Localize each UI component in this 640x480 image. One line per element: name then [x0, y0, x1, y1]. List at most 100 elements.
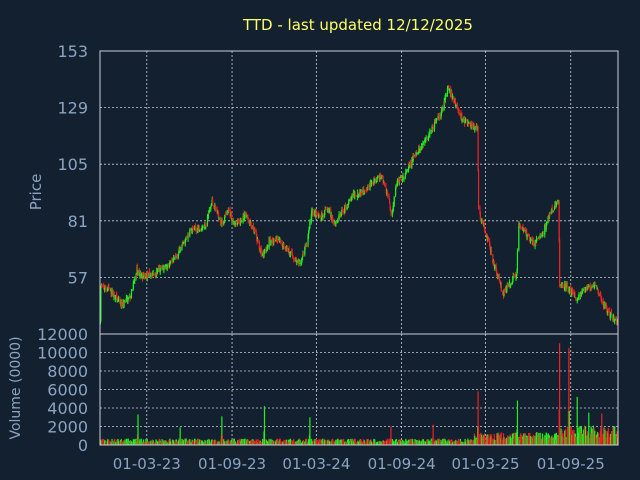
- price-candles: [99, 84, 619, 326]
- candle-body: [471, 121, 473, 128]
- volume-bar: [142, 439, 145, 445]
- candle-body: [495, 265, 497, 269]
- candle-body: [451, 91, 453, 97]
- volume-bar: [231, 440, 233, 445]
- volume-bar: [192, 440, 194, 445]
- candle-body: [210, 206, 212, 211]
- volume-bar: [610, 431, 613, 445]
- volume-bar: [189, 439, 191, 445]
- candle-body: [500, 283, 502, 291]
- candle-body: [435, 118, 437, 124]
- candle-body: [413, 154, 415, 157]
- volume-bar: [588, 412, 590, 445]
- candle-body: [204, 222, 206, 229]
- candle-body: [306, 244, 308, 245]
- candle-body: [205, 224, 207, 226]
- candle-body: [304, 247, 306, 255]
- candle-body: [136, 274, 138, 276]
- volume-bar: [533, 434, 535, 445]
- candle-body: [382, 175, 384, 183]
- candle-body: [224, 216, 226, 221]
- volume-bar: [218, 441, 220, 445]
- candle-body: [354, 194, 356, 196]
- volume-bar: [114, 441, 116, 445]
- candle-body: [546, 221, 548, 226]
- candle-body: [201, 226, 203, 230]
- volume-bar: [315, 438, 317, 445]
- candle-body: [537, 238, 539, 240]
- candle-body: [432, 127, 434, 130]
- volume-bar: [578, 426, 580, 445]
- candle-body: [160, 266, 162, 268]
- volume-bar: [507, 435, 509, 445]
- candle-body: [291, 251, 293, 256]
- candle-body: [390, 211, 392, 214]
- candle-body: [281, 241, 283, 244]
- volume-bar: [493, 433, 495, 445]
- candle-body: [555, 201, 557, 206]
- candle-body: [156, 269, 159, 273]
- candle-body: [518, 224, 520, 250]
- candle-body: [312, 209, 314, 216]
- volume-bar: [464, 441, 467, 445]
- candle-body: [202, 227, 204, 228]
- volume-bar: [169, 441, 172, 445]
- volume-bar: [373, 438, 375, 445]
- volume-bar: [341, 439, 343, 445]
- candle-body: [111, 290, 113, 294]
- volume-tick-label: 6000: [47, 381, 88, 400]
- volume-bar: [186, 441, 188, 445]
- candle-body: [318, 213, 320, 217]
- candle-body: [594, 283, 596, 285]
- candle-body: [348, 199, 350, 204]
- volume-bar: [361, 440, 363, 445]
- candle-body: [186, 237, 188, 239]
- volume-bar: [302, 440, 305, 445]
- candle-body: [140, 273, 142, 278]
- candle-body: [578, 294, 580, 298]
- volume-bar: [481, 434, 483, 445]
- volume-bar: [422, 439, 425, 445]
- volume-bar: [184, 438, 186, 445]
- candle-body: [550, 210, 552, 214]
- candle-body: [409, 162, 412, 168]
- volume-bar: [117, 440, 120, 445]
- candle-body: [110, 288, 112, 295]
- candle-body: [227, 213, 229, 215]
- volume-bar: [500, 432, 502, 445]
- volume-bar: [448, 440, 450, 445]
- candle-body: [153, 272, 155, 274]
- candle-body: [395, 184, 397, 188]
- volume-bar: [353, 438, 355, 445]
- candle-body: [224, 214, 227, 216]
- candle-body: [406, 169, 408, 172]
- candle-body: [143, 275, 146, 279]
- candle-body: [454, 99, 456, 106]
- volume-bar: [480, 432, 482, 445]
- candle-body: [189, 230, 191, 236]
- volume-bar: [127, 438, 129, 445]
- volume-bar: [215, 440, 217, 445]
- volume-bar: [490, 434, 493, 445]
- candle-body: [121, 301, 123, 308]
- candle-body: [272, 237, 274, 245]
- candle-body: [609, 310, 611, 317]
- candle-body: [388, 198, 391, 204]
- volume-axis-label: Volume (0000): [8, 336, 24, 439]
- candle-body: [148, 272, 150, 277]
- volume-bar: [380, 441, 382, 445]
- candle-body: [116, 293, 118, 300]
- candle-body: [513, 274, 515, 276]
- candle-body: [508, 283, 510, 287]
- volume-bar: [263, 406, 266, 445]
- volume-bar: [103, 438, 105, 445]
- volume-bar: [542, 439, 545, 445]
- volume-bar: [539, 432, 541, 445]
- candle-body: [581, 290, 583, 294]
- volume-bar: [156, 441, 159, 445]
- candle-body: [341, 209, 343, 213]
- x-tick-label: 01-09-25: [537, 455, 605, 473]
- volume-bar: [348, 440, 350, 445]
- volume-bar: [306, 438, 308, 445]
